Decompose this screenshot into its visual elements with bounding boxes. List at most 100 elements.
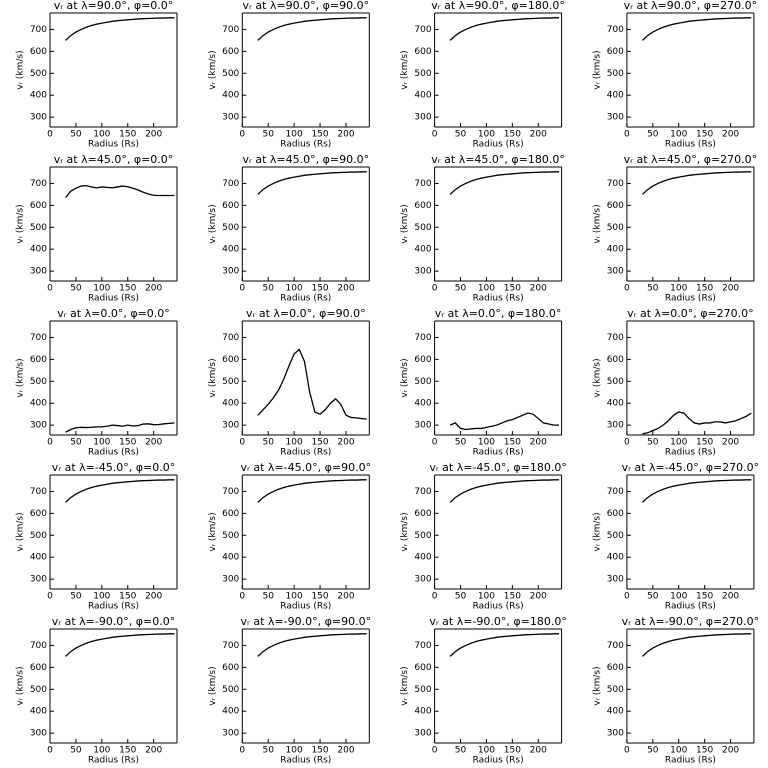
y-tick-label: 500 (414, 69, 431, 79)
y-tick-label: 600 (414, 201, 431, 211)
y-tick-label: 700 (222, 179, 239, 189)
y-tick-label: 500 (607, 223, 624, 233)
x-tick-label: 50 (455, 438, 467, 448)
x-axis-label: Radius (Rs) (88, 448, 139, 458)
y-axis-label: vᵣ (km/s) (208, 358, 218, 397)
x-tick-label: 0 (239, 284, 245, 294)
y-tick-label: 700 (414, 25, 431, 35)
y-tick-label: 700 (607, 333, 624, 343)
x-tick-label: 200 (337, 130, 354, 140)
y-tick-label: 600 (222, 663, 239, 673)
x-tick-label: 0 (624, 592, 630, 602)
panel: vᵣ at λ=45.0°, φ=90.0° 0 50 100 150 200 300 400… (208, 153, 370, 304)
x-tick-label: 0 (624, 284, 630, 294)
y-axis-label: vᵣ (km/s) (592, 358, 602, 397)
y-tick-label: 700 (414, 487, 431, 497)
y-tick-label: 700 (607, 179, 624, 189)
x-tick-label: 0 (47, 284, 53, 294)
y-tick-label: 500 (30, 685, 47, 695)
x-tick-label: 0 (624, 130, 630, 140)
x-tick-label: 50 (455, 746, 467, 756)
x-tick-label: 100 (670, 746, 687, 756)
x-axis-label: Radius (Rs) (280, 756, 331, 766)
panel: vᵣ at λ=45.0°, φ=270.0° 0 50 100 150 200 300 40… (592, 153, 757, 304)
y-tick-label: 600 (414, 509, 431, 519)
y-tick-label: 400 (607, 707, 624, 717)
y-tick-label: 700 (222, 333, 239, 343)
y-tick-label: 400 (30, 553, 47, 563)
x-tick-label: 0 (239, 592, 245, 602)
chart-title: vᵣ at λ=0.0°, φ=270.0° (627, 307, 754, 320)
y-tick-label: 600 (30, 509, 47, 519)
y-axis-label: vᵣ (km/s) (592, 204, 602, 243)
y-tick-label: 700 (414, 641, 431, 651)
y-tick-label: 700 (607, 641, 624, 651)
y-tick-label: 300 (222, 421, 239, 431)
x-tick-label: 0 (239, 438, 245, 448)
y-tick-label: 500 (607, 685, 624, 695)
chart-title: vᵣ at λ=45.0°, φ=180.0° (431, 153, 565, 166)
x-tick-label: 150 (504, 438, 521, 448)
y-tick-label: 500 (30, 69, 47, 79)
x-tick-label: 50 (455, 284, 467, 294)
x-tick-label: 200 (145, 130, 162, 140)
y-tick-label: 300 (222, 267, 239, 277)
y-axis-label: vᵣ (km/s) (16, 358, 26, 397)
x-tick-label: 150 (119, 592, 136, 602)
y-tick-label: 700 (222, 487, 239, 497)
x-tick-label: 0 (432, 438, 438, 448)
y-tick-label: 400 (414, 91, 431, 101)
x-tick-label: 50 (647, 746, 659, 756)
x-axis-label: Radius (Rs) (473, 602, 524, 612)
y-tick-label: 600 (607, 355, 624, 365)
data-line (642, 633, 752, 657)
chart-title: vᵣ at λ=45.0°, φ=0.0° (54, 153, 174, 166)
x-tick-label: 100 (286, 592, 303, 602)
x-tick-label: 150 (119, 746, 136, 756)
x-tick-label: 200 (145, 438, 162, 448)
x-axis-label: Radius (Rs) (665, 602, 716, 612)
data-line (257, 633, 367, 657)
x-tick-label: 200 (145, 746, 162, 756)
y-tick-label: 300 (222, 113, 239, 123)
x-tick-label: 150 (504, 130, 521, 140)
x-tick-label: 0 (624, 746, 630, 756)
x-axis-label: Radius (Rs) (473, 448, 524, 458)
chart-title: vᵣ at λ=45.0°, φ=270.0° (624, 153, 758, 166)
x-tick-label: 200 (722, 130, 739, 140)
x-axis-label: Radius (Rs) (473, 294, 524, 304)
data-line (257, 348, 367, 420)
x-tick-label: 50 (262, 438, 274, 448)
y-tick-label: 600 (222, 355, 239, 365)
panel: vᵣ at λ=-90.0°, φ=90.0° 0 50 100 150 200 300 40… (208, 615, 371, 766)
x-tick-label: 100 (478, 284, 495, 294)
x-tick-label: 200 (145, 284, 162, 294)
chart-title: vᵣ at λ=90.0°, φ=90.0° (243, 0, 370, 12)
chart-title: vᵣ at λ=45.0°, φ=90.0° (243, 153, 370, 166)
y-tick-label: 300 (607, 575, 624, 585)
x-axis-label: Radius (Rs) (665, 448, 716, 458)
x-tick-label: 150 (311, 438, 328, 448)
y-axis-label: vᵣ (km/s) (592, 512, 602, 551)
data-line (642, 411, 752, 435)
y-axis-label: vᵣ (km/s) (16, 50, 26, 89)
x-tick-label: 200 (722, 438, 739, 448)
y-axis-label: vᵣ (km/s) (400, 512, 410, 551)
x-tick-label: 50 (262, 592, 274, 602)
panel: vᵣ at λ=-45.0°, φ=0.0° 0 50 100 150 200 300 400… (16, 461, 178, 612)
data-line (449, 412, 560, 431)
data-line (642, 171, 752, 195)
x-tick-label: 100 (93, 746, 110, 756)
y-axis-label: vᵣ (km/s) (16, 204, 26, 243)
x-tick-label: 150 (311, 592, 328, 602)
x-tick-label: 200 (722, 592, 739, 602)
y-tick-label: 700 (607, 25, 624, 35)
x-tick-label: 50 (647, 130, 659, 140)
x-tick-label: 200 (337, 592, 354, 602)
y-axis-label: vᵣ (km/s) (400, 50, 410, 89)
y-axis-label: vᵣ (km/s) (208, 204, 218, 243)
y-tick-label: 400 (222, 553, 239, 563)
y-tick-label: 500 (30, 377, 47, 387)
x-tick-label: 0 (47, 592, 53, 602)
